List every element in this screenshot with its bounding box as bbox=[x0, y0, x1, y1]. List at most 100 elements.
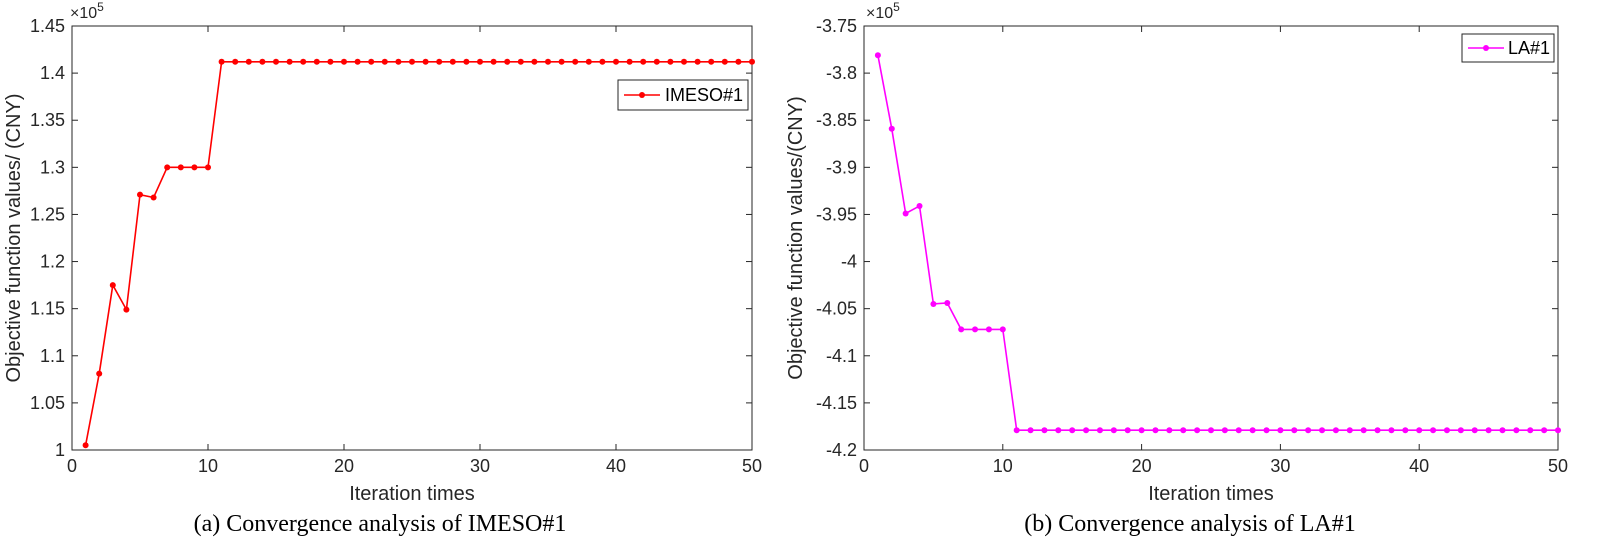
data-point bbox=[1249, 427, 1256, 434]
data-point bbox=[327, 58, 334, 65]
x-tick-label: 0 bbox=[859, 456, 869, 476]
data-point bbox=[109, 282, 116, 289]
data-point bbox=[1346, 427, 1353, 434]
data-point bbox=[930, 300, 937, 307]
x-tick-label: 40 bbox=[606, 456, 626, 476]
data-point bbox=[368, 58, 375, 65]
data-point bbox=[1430, 427, 1437, 434]
series-layer bbox=[874, 52, 1561, 434]
y-tick-label: 1.35 bbox=[30, 110, 65, 130]
data-point bbox=[504, 58, 511, 65]
x-tick-label: 50 bbox=[1548, 456, 1568, 476]
y-axis-label: Objective function values/(CNY) bbox=[785, 96, 807, 379]
x-tick-label: 50 bbox=[742, 456, 762, 476]
y-tick-label: 1.2 bbox=[40, 252, 65, 272]
data-point bbox=[735, 58, 742, 65]
data-point bbox=[395, 58, 402, 65]
data-point bbox=[640, 58, 647, 65]
data-point bbox=[96, 370, 103, 377]
legend-marker bbox=[639, 92, 645, 98]
data-point bbox=[626, 58, 633, 65]
data-point bbox=[545, 58, 551, 65]
x-axis-label: Iteration times bbox=[1148, 483, 1274, 505]
data-point bbox=[1374, 427, 1381, 434]
data-point bbox=[1208, 427, 1214, 434]
data-point bbox=[531, 58, 538, 65]
data-point bbox=[1069, 427, 1076, 434]
y-tick-label: -3.75 bbox=[816, 16, 857, 36]
y-tick-label: -4 bbox=[841, 252, 857, 272]
y-tick-label: -3.95 bbox=[816, 204, 857, 224]
x-tick-label: 10 bbox=[198, 456, 218, 476]
y-axis-ticks: -4.2 -4.15 -4.1 -4.05 -4 -3.95 -3.9 -3.85 -3.8 -3… bbox=[816, 16, 1558, 460]
data-point bbox=[191, 164, 198, 171]
data-point bbox=[286, 58, 293, 65]
x-tick-label: 20 bbox=[1132, 456, 1152, 476]
data-point bbox=[150, 194, 157, 201]
caption: (a) Convergence analysis of IMESO#1 bbox=[194, 511, 567, 537]
data-point bbox=[449, 58, 456, 65]
data-point bbox=[436, 58, 443, 65]
legend-label: LA#1 bbox=[1508, 38, 1550, 58]
data-point bbox=[694, 58, 701, 65]
data-point bbox=[1332, 427, 1339, 434]
data-point bbox=[1360, 427, 1367, 434]
data-point bbox=[422, 58, 429, 65]
data-point bbox=[888, 125, 895, 132]
data-point bbox=[599, 58, 606, 65]
data-point bbox=[1305, 427, 1312, 434]
data-point bbox=[218, 58, 225, 65]
data-point bbox=[721, 58, 728, 65]
y-tick-label: -3.9 bbox=[826, 157, 857, 177]
data-point bbox=[958, 326, 965, 333]
data-point bbox=[944, 300, 951, 307]
data-point bbox=[1166, 427, 1173, 434]
legend: IMESO#1 bbox=[617, 79, 749, 111]
data-point bbox=[205, 164, 211, 171]
data-point bbox=[1221, 427, 1228, 434]
y-tick-label: 1.1 bbox=[40, 346, 65, 366]
data-point bbox=[1499, 427, 1506, 434]
data-point bbox=[517, 58, 524, 65]
data-point bbox=[137, 191, 143, 198]
data-point bbox=[749, 58, 755, 65]
chart-panel-b: -4.2 -4.15 -4.1 -4.05 -4 -3.95 -3.9 -3.85 -3.8 -3… bbox=[785, 0, 1568, 537]
y-tick-label: -3.8 bbox=[826, 63, 857, 83]
data-point bbox=[490, 58, 497, 65]
chart-panel-a: 1 1.05 1.1 1.15 1.2 1.25 1.3 1.35 1.4 1.45 0 10 20 3… bbox=[3, 0, 762, 537]
y-axis-exponent: ×105 bbox=[866, 0, 900, 22]
data-point bbox=[232, 58, 239, 65]
data-point bbox=[1416, 427, 1423, 434]
data-point bbox=[916, 202, 923, 209]
data-point bbox=[463, 58, 470, 65]
data-point bbox=[82, 442, 89, 449]
data-point bbox=[1402, 427, 1409, 434]
data-point bbox=[1388, 427, 1395, 434]
x-tick-label: 0 bbox=[67, 456, 77, 476]
data-point bbox=[341, 58, 347, 65]
data-point bbox=[1527, 427, 1534, 434]
y-tick-label: 1.25 bbox=[30, 204, 65, 224]
legend: LA#1 bbox=[1461, 33, 1555, 63]
plot-area bbox=[863, 25, 1559, 451]
data-point bbox=[1485, 427, 1492, 434]
data-point bbox=[1291, 427, 1298, 434]
data-point bbox=[1013, 427, 1020, 434]
data-point bbox=[681, 58, 687, 65]
data-point bbox=[177, 164, 184, 171]
data-point bbox=[1443, 427, 1450, 434]
data-point bbox=[1055, 427, 1062, 434]
data-point bbox=[245, 58, 252, 65]
data-point bbox=[999, 326, 1006, 333]
x-axis-label: Iteration times bbox=[349, 483, 475, 505]
y-axis-label: Objective function values/ (CNY) bbox=[3, 93, 25, 382]
data-point bbox=[1083, 427, 1090, 434]
data-point bbox=[409, 58, 415, 65]
y-tick-label: 1.3 bbox=[40, 157, 65, 177]
data-point bbox=[902, 210, 909, 217]
data-point bbox=[1180, 427, 1187, 434]
data-point bbox=[1541, 427, 1548, 434]
data-point bbox=[354, 58, 361, 65]
data-point bbox=[1124, 427, 1131, 434]
